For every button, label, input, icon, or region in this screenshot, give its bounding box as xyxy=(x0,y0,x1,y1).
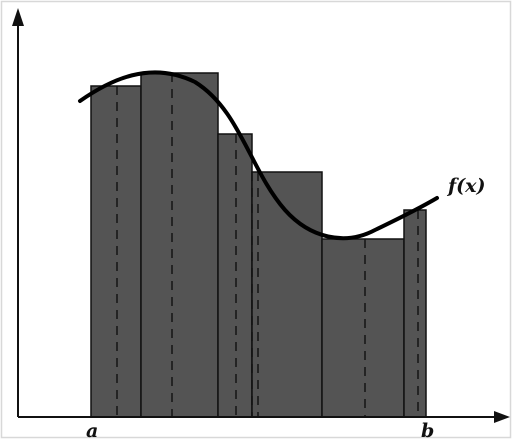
rectangle-5 xyxy=(321,238,405,418)
x-axis-arrow-icon xyxy=(494,411,510,423)
rectangle-3 xyxy=(217,133,253,418)
function-curve xyxy=(78,70,439,241)
curve-label: f(x) xyxy=(446,175,485,197)
sample-lines-group xyxy=(116,73,419,417)
left-bound-label: a xyxy=(86,420,98,439)
rectangle-1 xyxy=(90,85,142,418)
rectangle-2 xyxy=(140,72,219,418)
axes-group xyxy=(12,8,510,423)
y-axis-arrow-icon xyxy=(12,8,24,26)
right-bound-label: b xyxy=(421,420,434,439)
rectangle-4 xyxy=(251,171,323,418)
rectangle-6 xyxy=(403,209,427,418)
